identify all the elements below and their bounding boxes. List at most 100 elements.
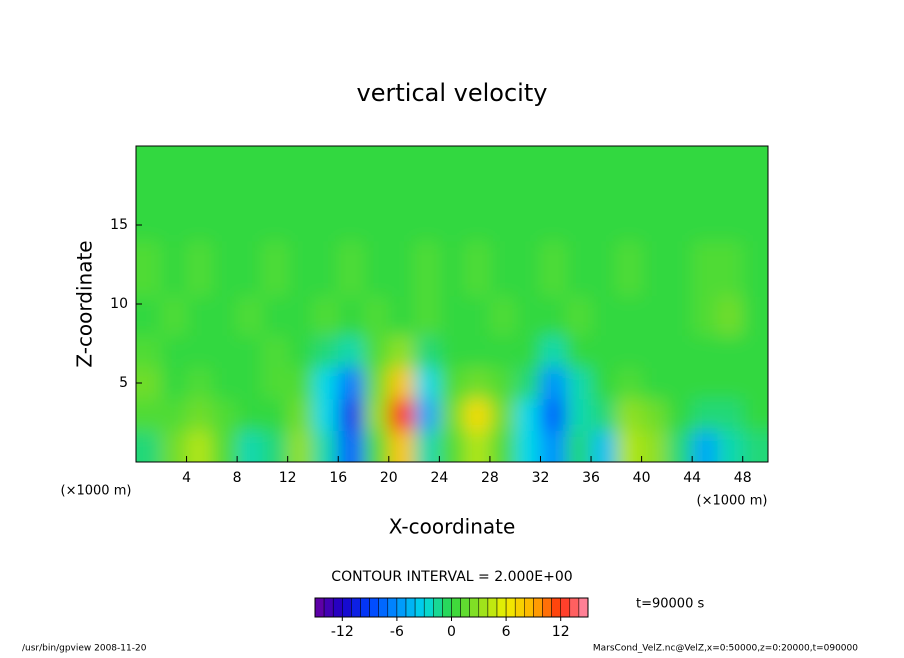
field-cell (414, 335, 440, 368)
field-cell (742, 240, 768, 297)
colorbar-bin (460, 597, 470, 618)
x-tick-label: 8 (233, 470, 242, 486)
colorbar-bin (478, 597, 489, 618)
field-cell (489, 398, 516, 431)
y-tick-label: 10 (110, 296, 128, 312)
x-tick-label: 12 (279, 470, 297, 486)
field-cell (540, 367, 567, 400)
colorbar-tick-label: -12 (331, 624, 354, 640)
time-label: t=90000 s (636, 597, 704, 612)
field-cell (414, 430, 440, 462)
field-cell (742, 296, 768, 337)
field-cell (287, 367, 314, 400)
field-cell (414, 367, 440, 400)
field-cell (717, 146, 744, 242)
field-cell (312, 240, 339, 297)
field-cell (692, 430, 718, 462)
field-cell (565, 296, 592, 337)
field-cell (363, 296, 390, 337)
field-cell (186, 430, 213, 462)
field-cell (742, 335, 768, 368)
field-cell (211, 146, 238, 242)
field-cell (161, 430, 188, 462)
field-cell (464, 296, 491, 337)
field-cell (186, 146, 213, 242)
field-cell (666, 296, 693, 337)
field-cell (414, 296, 440, 337)
colorbar-bin (560, 597, 571, 618)
colorbar-bin (323, 597, 334, 618)
field-cell (666, 335, 693, 368)
colorbar-bin (378, 597, 389, 618)
field-cell (717, 367, 744, 400)
field-cell (287, 146, 314, 242)
field-cell (312, 398, 339, 431)
colorbar-bin (332, 597, 343, 618)
field-cell (338, 335, 365, 368)
field-cell (565, 398, 592, 431)
colorbar-bin (451, 597, 461, 618)
field-cell (161, 296, 188, 337)
field-cell (363, 430, 390, 462)
field-cell (717, 430, 744, 462)
field-cell (616, 430, 643, 462)
field-cell (439, 240, 466, 297)
field-cell (489, 335, 516, 368)
field-cell (616, 367, 643, 400)
field-cell (312, 146, 339, 242)
field-cell (388, 367, 415, 400)
field-cell (338, 146, 365, 242)
field-cell (262, 146, 289, 242)
x-axis-label: X-coordinate (389, 515, 516, 539)
colorbar-bin (505, 597, 516, 618)
field-cell (489, 430, 516, 462)
field-cell (388, 146, 415, 242)
field-cell (565, 335, 592, 368)
field-cell (692, 367, 718, 400)
y-tick-label: 15 (110, 217, 128, 233)
colorbar-bin (360, 597, 370, 618)
field-cell (388, 335, 415, 368)
field-cell (237, 296, 263, 337)
field-cell (565, 146, 592, 242)
field-cell (489, 296, 516, 337)
field-cell (489, 146, 516, 242)
field-cell (692, 296, 718, 337)
field-cell (692, 146, 718, 242)
field-cell (211, 296, 238, 337)
field-cell (540, 296, 567, 337)
y-tick-label: 5 (119, 375, 128, 391)
colorbar-bin (414, 597, 425, 618)
field-cell (312, 367, 339, 400)
field-cell (641, 240, 668, 297)
colorbar-bin (469, 597, 480, 618)
colorbar-bin (423, 597, 434, 618)
field-cell (439, 430, 466, 462)
field-cell (439, 398, 466, 431)
field-cell (565, 430, 592, 462)
field-cell (388, 430, 415, 462)
colorbar-bin (369, 597, 379, 618)
field-cell (161, 240, 188, 297)
field-cell (717, 296, 744, 337)
field-cell (464, 430, 491, 462)
colorbar-bin (342, 597, 352, 618)
colorbar-bin (524, 597, 534, 618)
field-cell (439, 146, 466, 242)
field-cell (136, 398, 162, 431)
field-cell (616, 398, 643, 431)
field-cell (641, 430, 668, 462)
colorbar-bin (496, 597, 507, 618)
field-cell (287, 296, 314, 337)
x-tick-label: 36 (582, 470, 600, 486)
field-cell (717, 398, 744, 431)
field-cell (338, 296, 365, 337)
field-cell (641, 296, 668, 337)
field-cell (211, 240, 238, 297)
field-cell (186, 367, 213, 400)
field-cell (666, 398, 693, 431)
field-cell (363, 398, 390, 431)
field-cell (515, 146, 541, 242)
x-tick-label: 40 (633, 470, 651, 486)
field-cell (591, 430, 617, 462)
